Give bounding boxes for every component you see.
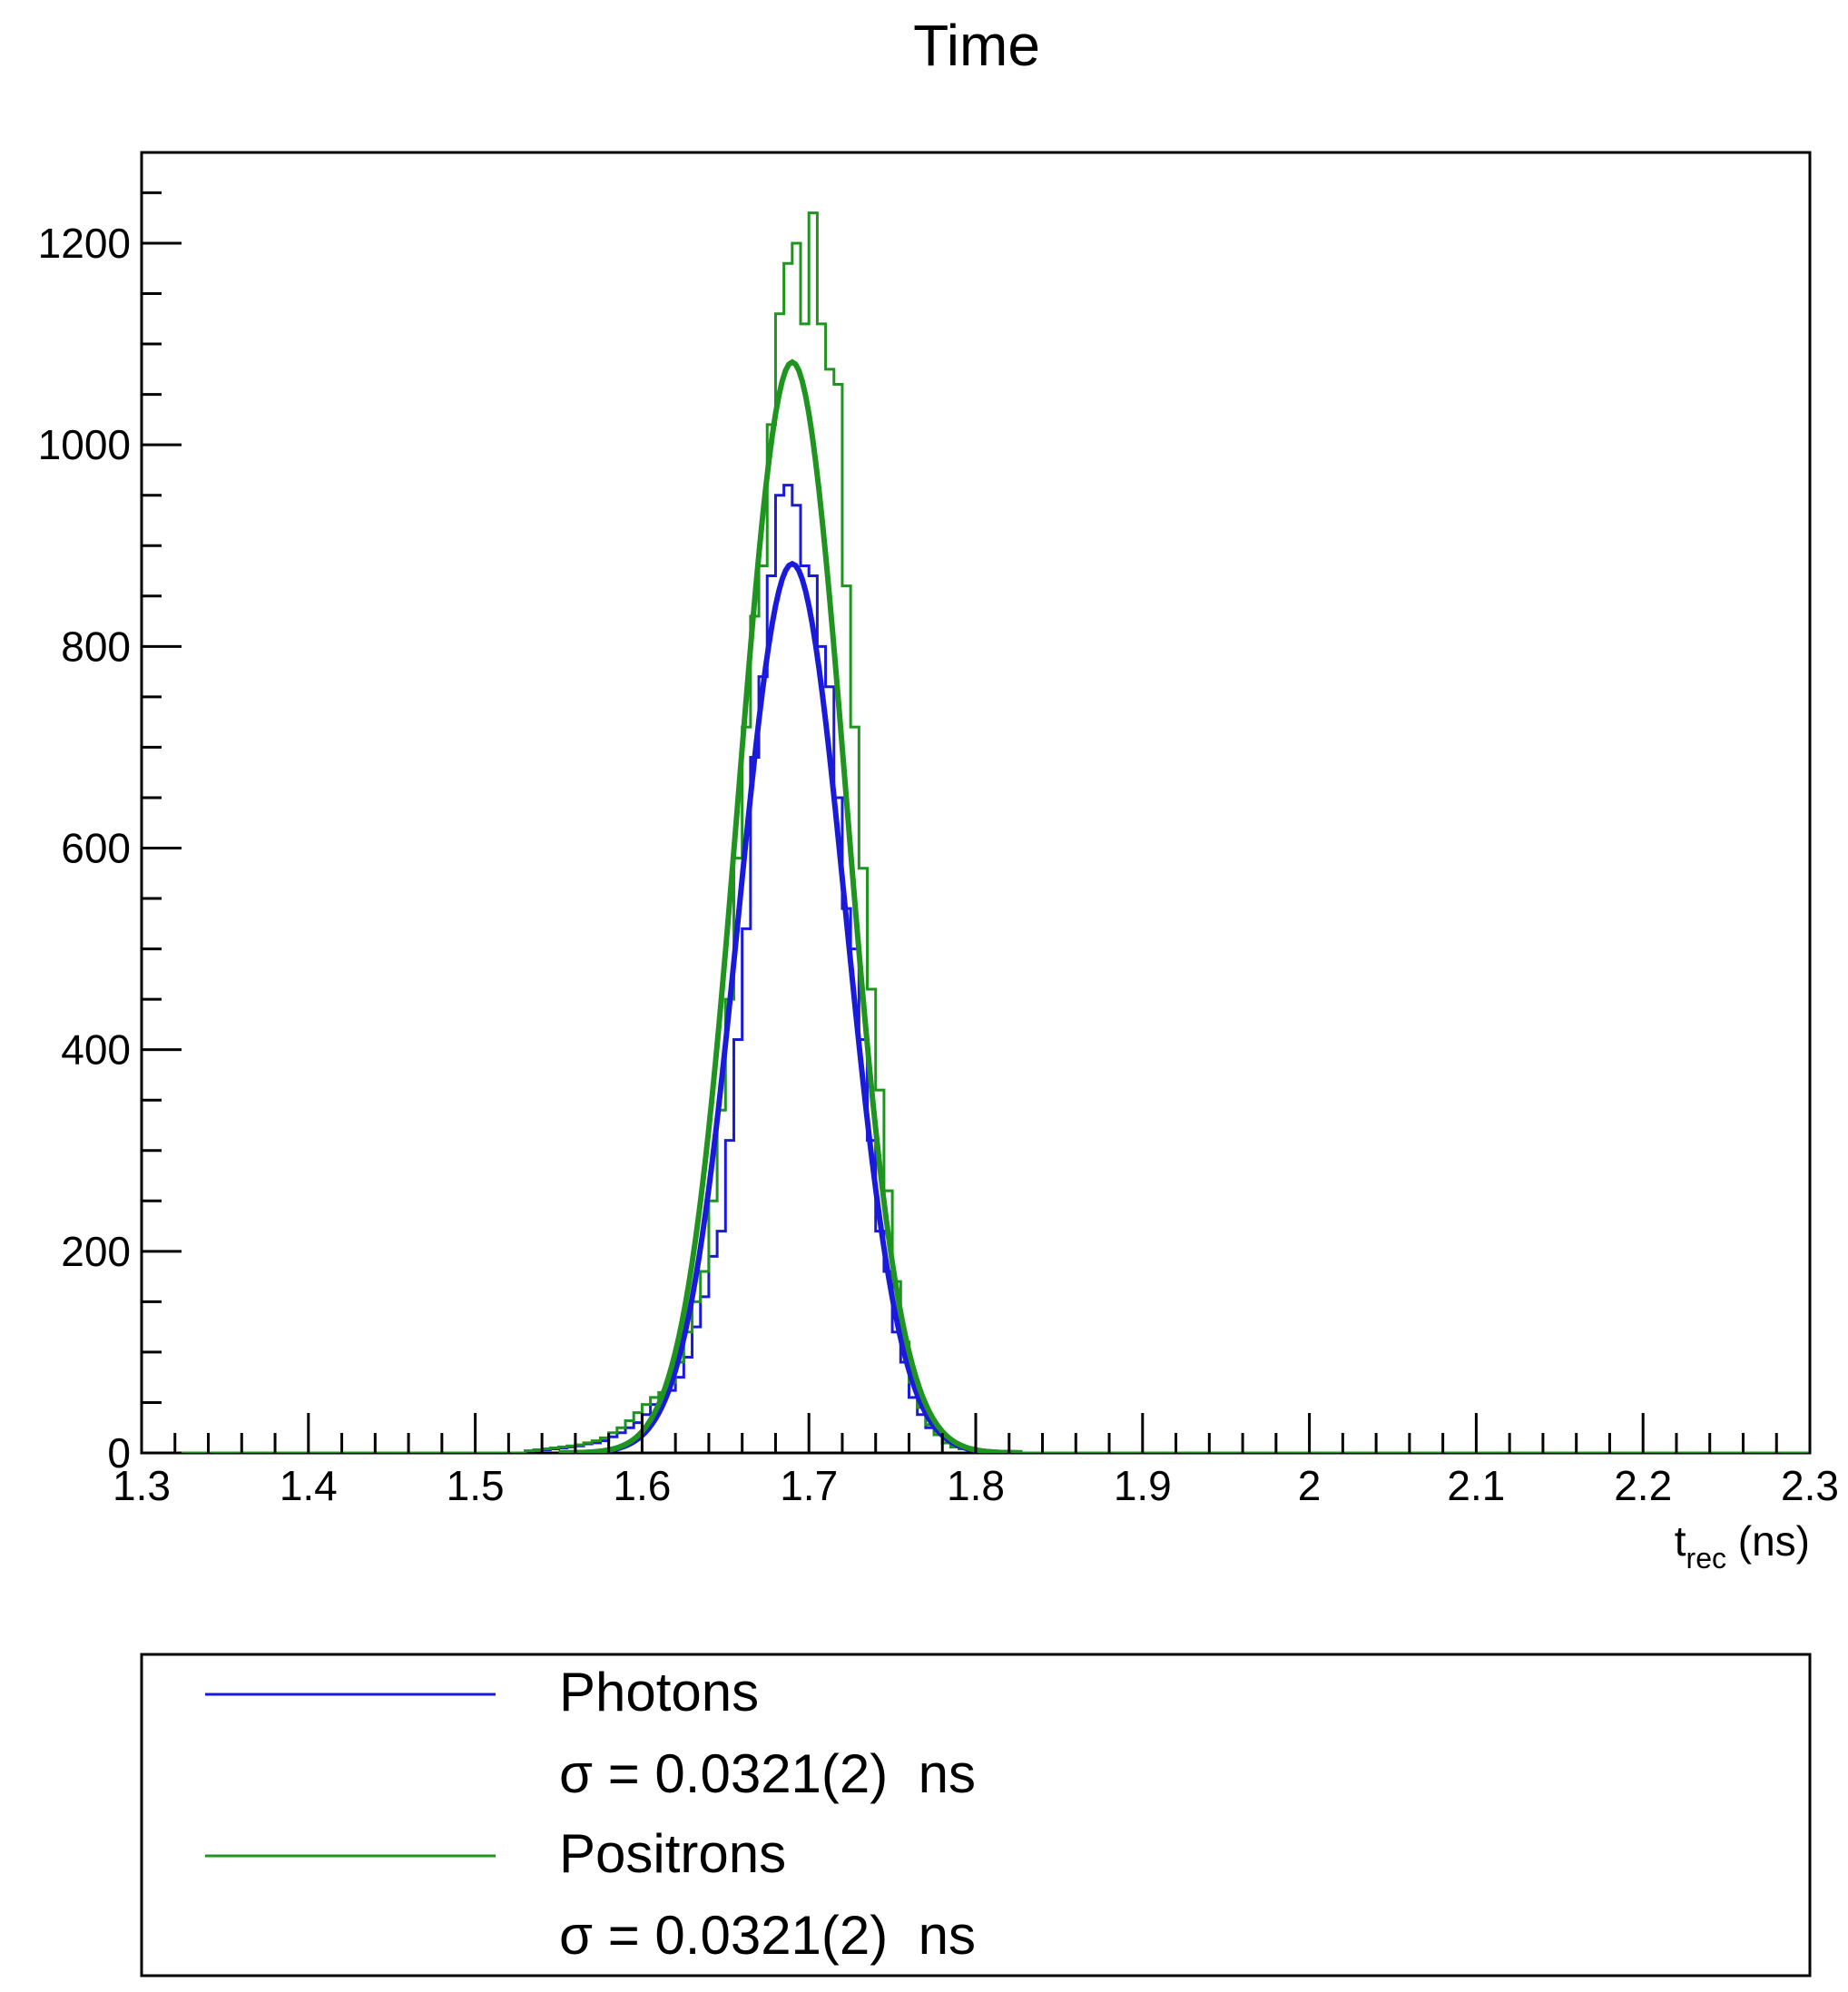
x-tick-label: 1.6 (613, 1462, 671, 1509)
y-tick-label: 800 (61, 623, 131, 670)
x-tick-label: 1.9 (1114, 1462, 1172, 1509)
legend-sigma-positrons: σ = 0.0321(2) ns (559, 1905, 976, 1966)
legend-sigma-photons: σ = 0.0321(2) ns (559, 1743, 976, 1804)
legend-box (140, 1653, 1812, 1977)
x-axis-label-main: t (1675, 1517, 1686, 1565)
x-tick-label: 2.1 (1447, 1462, 1505, 1509)
plot-area (142, 211, 1810, 1453)
fit-curve-positrons (558, 358, 1023, 1453)
x-axis-label-subscript: rec (1686, 1542, 1726, 1575)
x-tick-label: 1.7 (780, 1462, 838, 1509)
y-tick-label: 400 (61, 1026, 131, 1074)
y-tick-label: 1200 (38, 220, 131, 267)
fit-curve-layer (558, 358, 1023, 1453)
y-tick-label: 600 (61, 824, 131, 871)
x-tick-label: 1.5 (447, 1462, 505, 1509)
legend-label-photons: Photons (559, 1662, 759, 1722)
x-tick-label: 1.4 (280, 1462, 338, 1509)
x-tick-label: 1.8 (947, 1462, 1005, 1509)
x-axis-label-unit: (ns) (1726, 1517, 1810, 1565)
y-tick-label: 200 (61, 1228, 131, 1275)
plot-frame (140, 151, 1812, 1455)
y-axis: 0 200 400 600 800 1000 1200 (38, 191, 182, 1477)
chart-title: Time (913, 13, 1040, 78)
y-tick-label: 1000 (38, 421, 131, 468)
x-tick-label: 2.2 (1614, 1462, 1672, 1509)
histogram-positrons (142, 211, 1810, 1453)
legend: Photons σ = 0.0321(2) ns Positrons σ = 0… (140, 1653, 1812, 1977)
x-axis-label: trec (ns) (1675, 1517, 1810, 1575)
x-tick-label: 2.3 (1781, 1462, 1839, 1509)
x-tick-label: 1.3 (113, 1462, 171, 1509)
legend-label-positrons: Positrons (559, 1823, 786, 1884)
histogram-photons (142, 484, 1810, 1453)
x-tick-label: 2 (1298, 1462, 1322, 1509)
x-axis: 1.3 1.4 1.5 1.6 1.7 1.8 1.9 2 2.1 2.2 2.3 (113, 1413, 1839, 1509)
histogram-layer (142, 211, 1810, 1453)
fit-curve-photons (558, 560, 1023, 1453)
y-tick-label: 0 (107, 1429, 131, 1477)
